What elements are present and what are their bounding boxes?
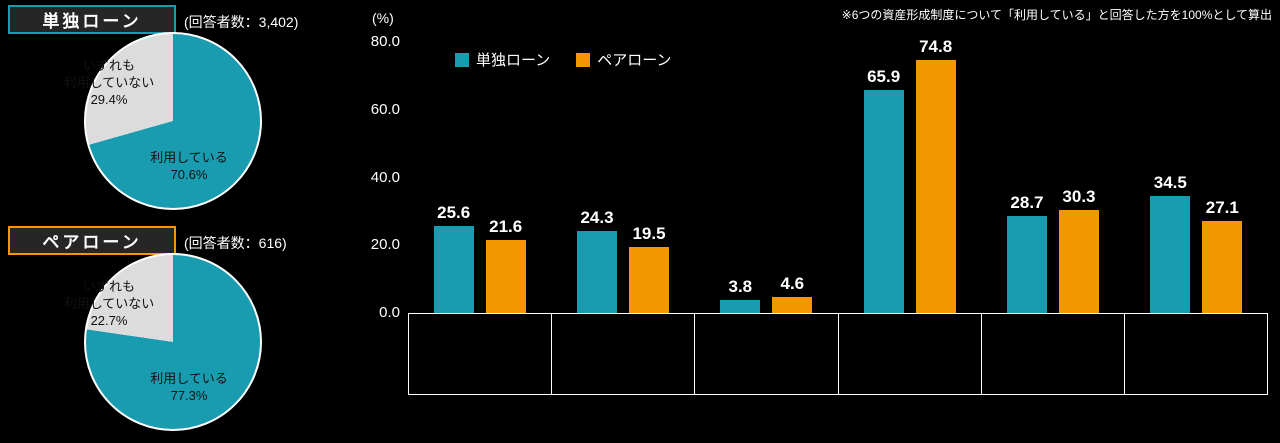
- bar-group: 3.8 4.6: [695, 42, 838, 313]
- legend-item-pair-loan: ペアローン: [576, 49, 672, 70]
- y-axis-tick: 20.0: [370, 236, 400, 254]
- legend-label-pair-loan: ペアローン: [597, 52, 672, 69]
- category-cell: [408, 313, 553, 395]
- bar: [772, 297, 813, 313]
- bar-value-label: 3.8: [728, 277, 753, 297]
- using-value: 70.6%: [170, 166, 208, 182]
- bar-value-label: 30.3: [1062, 187, 1096, 207]
- bar: [1058, 210, 1099, 313]
- bar: [433, 226, 474, 313]
- bar-value-label: 34.5: [1153, 173, 1187, 193]
- bar-wrap: 24.3: [576, 207, 617, 313]
- bar-value-label: 4.6: [780, 274, 805, 294]
- bar: [628, 246, 669, 313]
- category-cell: [980, 313, 1125, 395]
- bar-wrap: 34.5: [1150, 173, 1191, 313]
- not-using-text: いずれも 利用していない: [63, 58, 155, 90]
- y-axis-tick: 60.0: [370, 100, 400, 118]
- bar: [720, 300, 761, 313]
- single-loan-using-label: 利用している 70.6%: [126, 150, 252, 184]
- legend-label-single-loan: 単独ローン: [476, 52, 551, 69]
- single-loan-title-box: 単独ローン: [8, 5, 176, 34]
- y-axis: 80.0 60.0 40.0 20.0 0.0: [320, 33, 400, 321]
- pair-loan-not-using-label: いずれも 利用していない 22.7%: [36, 279, 182, 330]
- bar-wrap: 27.1: [1202, 198, 1243, 313]
- bar-group: 25.6 21.6: [408, 42, 551, 313]
- using-value: 77.3%: [170, 387, 208, 403]
- bar-value-label: 28.7: [1010, 192, 1044, 212]
- y-axis-unit-label: (%): [372, 10, 394, 26]
- bar-wrap: 30.3: [1058, 187, 1099, 313]
- using-text: 利用している: [150, 371, 228, 386]
- legend-swatch-orange: [576, 52, 591, 67]
- pair-loan-using-label: 利用している 77.3%: [126, 371, 252, 405]
- bar-wrap: 65.9: [863, 66, 904, 313]
- bar-value-label: 27.1: [1205, 198, 1239, 218]
- bar-value-label: 74.8: [919, 36, 953, 56]
- legend-swatch-teal: [455, 52, 469, 67]
- y-axis-tick: 80.0: [370, 33, 400, 50]
- bar: [576, 230, 617, 313]
- bar: [915, 59, 956, 313]
- not-using-value: 22.7%: [90, 312, 128, 328]
- using-text: 利用している: [150, 150, 228, 165]
- bar-wrap: 3.8: [720, 277, 761, 313]
- not-using-value: 29.4%: [90, 91, 128, 107]
- y-axis-tick: 40.0: [370, 168, 400, 186]
- bar-value-label: 65.9: [867, 66, 901, 86]
- bar-group: 65.9 74.8: [838, 37, 981, 313]
- bar-wrap: 4.6: [772, 274, 813, 313]
- single-loan-not-using-label: いずれも 利用していない 29.4%: [36, 58, 182, 109]
- chart-legend: 単独ローン ペアローン: [455, 49, 672, 70]
- category-cell: [1123, 313, 1269, 395]
- bar-plot-area: 25.6 21.6 24.3 19.5 3.8 4.6 65.9 74.8 28.7 30.3 34…: [408, 37, 1268, 313]
- bar-wrap: 28.7: [1006, 192, 1047, 313]
- bar: [485, 239, 526, 313]
- single-loan-title: 単独ローン: [42, 12, 142, 31]
- bar-group: 28.7 30.3: [981, 42, 1124, 313]
- pair-loan-respondents: (回答者数：616): [184, 235, 287, 251]
- bar: [863, 89, 904, 313]
- bar-wrap: 74.8: [915, 36, 956, 313]
- not-using-text: いずれも 利用していない: [63, 279, 155, 311]
- footnote: ※6つの資産形成制度について「利用している」と回答した方を100%として算出: [841, 8, 1272, 22]
- legend-item-single-loan: 単独ローン: [455, 49, 550, 70]
- bar-wrap: 25.6: [433, 203, 474, 313]
- pie-block-pair-loan: ペアローン (回答者数：616) いずれも 利用していない 22.7% 利用して…: [0, 221, 370, 443]
- bar-value-label: 19.5: [632, 223, 666, 243]
- bar-value-label: 24.3: [580, 207, 614, 227]
- bar: [1006, 215, 1047, 313]
- category-cell: [694, 313, 839, 395]
- pair-loan-pie-chart: [84, 253, 262, 431]
- category-cell: [837, 313, 982, 395]
- bar-value-label: 25.6: [437, 203, 471, 223]
- single-loan-respondents: (回答者数：3,402): [184, 14, 299, 30]
- category-cell: [551, 313, 696, 395]
- pie-block-single-loan: 単独ローン (回答者数：3,402) いずれも 利用していない 29.4% 利用…: [0, 0, 370, 222]
- bar-wrap: 19.5: [628, 223, 669, 313]
- pair-loan-title-box: ペアローン: [8, 226, 176, 255]
- category-axis-strip: [408, 313, 1269, 395]
- single-loan-pie-chart: [84, 32, 262, 210]
- bar-wrap: 21.6: [485, 216, 526, 313]
- pair-loan-title: ペアローン: [42, 233, 142, 252]
- bar-group: 24.3 19.5: [551, 42, 694, 313]
- bar-value-label: 21.6: [489, 216, 523, 236]
- bar: [1150, 196, 1191, 313]
- y-axis-tick: 0.0: [379, 304, 400, 321]
- bar-group: 34.5 27.1: [1125, 42, 1268, 313]
- bar: [1202, 221, 1243, 313]
